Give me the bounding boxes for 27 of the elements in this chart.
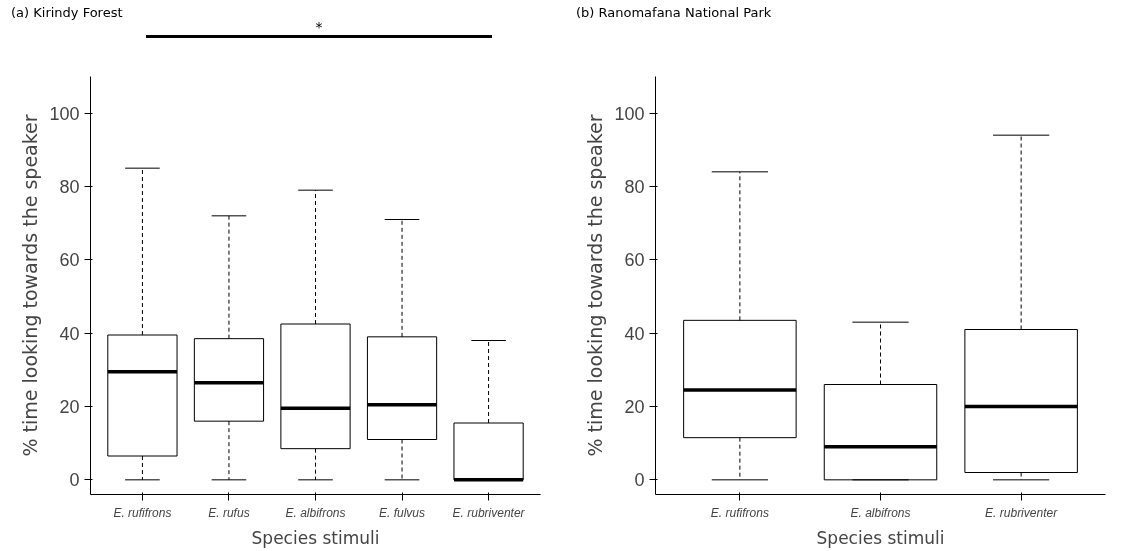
chart-title: (a) Kirindy Forest — [11, 5, 124, 20]
y-tick-label: 0 — [69, 470, 80, 491]
x-axis-title: Species stimuli — [816, 527, 945, 548]
x-tick-label: E. rufus — [208, 505, 250, 520]
x-tick-label: E. rubriventer — [452, 505, 526, 520]
chart-title: (b) Ranomafana National Park — [576, 5, 772, 20]
y-tick-label: 0 — [634, 470, 645, 491]
y-axis-title: % time looking towards the speaker — [19, 114, 42, 457]
y-tick-label: 80 — [624, 177, 645, 197]
y-tick-label: 20 — [624, 397, 645, 417]
x-tick-label: E. albifrons — [285, 505, 346, 520]
x-tick-label: E. rubriventer — [985, 505, 1059, 520]
y-tick-label: 20 — [59, 397, 80, 417]
y-tick-label: 60 — [624, 250, 645, 271]
significance-bracket: * — [146, 20, 492, 38]
x-tick-label: E. rufifrons — [113, 505, 172, 520]
y-tick-label: 100 — [614, 103, 645, 124]
y-tick-label: 80 — [59, 177, 80, 197]
x-tick-label: E. albifrons — [850, 505, 911, 520]
x-tick-label: E. fulvus — [379, 505, 426, 520]
x-tick-label: E. rufifrons — [710, 505, 769, 520]
y-tick-label: 40 — [59, 323, 80, 344]
y-tick-label: 60 — [59, 250, 80, 271]
x-axis-title: Species stimuli — [251, 527, 380, 548]
y-tick-label: 100 — [49, 103, 80, 124]
y-tick-label: 40 — [624, 323, 645, 344]
y-axis-title: % time looking towards the speaker — [584, 114, 607, 457]
